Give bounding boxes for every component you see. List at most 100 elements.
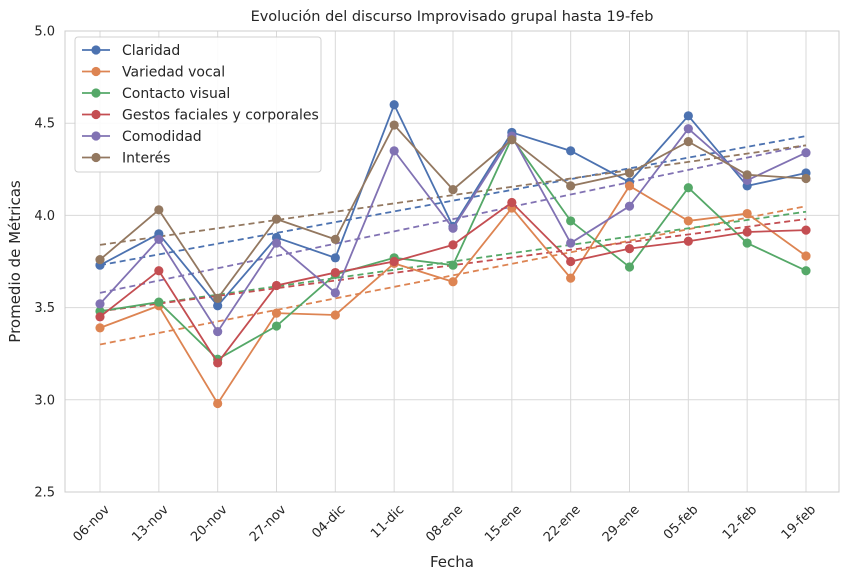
data-point <box>213 301 223 311</box>
trend-line <box>99 144 807 246</box>
data-point <box>742 238 752 248</box>
data-point <box>95 323 105 333</box>
data-point <box>271 321 282 331</box>
legend-marker <box>91 131 101 141</box>
legend-box <box>74 36 322 173</box>
data-point <box>624 243 635 254</box>
y-tick-label: 4.5 <box>34 117 55 132</box>
data-point <box>624 201 635 211</box>
data-point <box>624 262 635 272</box>
legend-label: Variedad vocal <box>122 65 225 81</box>
trend-line <box>99 144 807 294</box>
data-point <box>95 255 105 265</box>
y-tick-label: 2.5 <box>34 486 55 501</box>
x-tick-label: 11-dic <box>368 502 407 541</box>
data-point <box>683 183 693 193</box>
legend-marker <box>91 88 101 98</box>
data-point <box>154 266 164 276</box>
y-axis-label: Promedio de Métricas <box>6 180 24 343</box>
x-tick-label: 12-feb <box>720 502 760 542</box>
legend-marker <box>91 45 101 55</box>
series-lines <box>95 100 811 409</box>
data-point <box>801 251 811 261</box>
data-point <box>213 358 223 368</box>
data-point <box>742 208 752 219</box>
data-point <box>389 100 399 110</box>
legend-marker <box>91 66 101 77</box>
data-point <box>566 216 576 226</box>
data-point <box>624 181 635 191</box>
data-point <box>154 234 164 244</box>
data-point <box>213 326 223 337</box>
data-point <box>742 227 752 237</box>
data-point <box>507 135 517 145</box>
x-tick-label: 06-nov <box>71 502 114 545</box>
data-point <box>389 120 399 130</box>
data-point <box>801 173 811 184</box>
data-point <box>742 170 752 180</box>
legend-label: Comodidad <box>122 129 202 145</box>
data-point <box>389 256 399 267</box>
legend: Claridad Variedad vocal Contacto visual Ges… <box>74 36 322 173</box>
data-point <box>330 234 340 244</box>
data-point <box>154 297 164 307</box>
x-tick-label: 08-ene <box>423 502 466 545</box>
legend-label: Interés <box>122 151 170 167</box>
data-point <box>507 197 517 208</box>
data-point <box>683 124 693 134</box>
x-tick-label: 20-nov <box>188 502 231 545</box>
legend-label: Gestos faciales y corporales <box>122 108 319 124</box>
x-tick-label: 15-ene <box>482 502 525 545</box>
data-point <box>330 253 340 263</box>
data-point <box>566 181 576 191</box>
legend-marker <box>91 109 101 120</box>
legend-marker <box>91 152 101 163</box>
data-point <box>213 398 223 409</box>
x-tick-label: 27-nov <box>247 502 290 545</box>
trend-line <box>99 210 807 313</box>
data-point <box>389 146 399 156</box>
data-point <box>330 310 340 320</box>
legend-label: Claridad <box>122 43 180 59</box>
data-point <box>801 148 811 158</box>
data-point <box>801 266 811 276</box>
data-point <box>448 277 458 287</box>
x-tick-label: 05-feb <box>661 502 701 542</box>
x-tick-labels: 06-nov 13-nov 20-nov 27-nov 04-dic 11-dic 08-e… <box>71 502 820 545</box>
data-point <box>566 146 576 156</box>
data-point <box>271 238 282 248</box>
y-tick-labels: 2.5 3.0 3.5 4.0 4.5 5.0 <box>34 25 55 501</box>
data-point <box>566 256 576 267</box>
y-tick-label: 4.0 <box>34 209 55 224</box>
data-point <box>271 214 282 224</box>
data-point <box>271 280 282 291</box>
x-tick-label: 13-nov <box>129 502 172 545</box>
data-point <box>448 223 458 233</box>
data-point <box>95 312 105 322</box>
x-tick-label: 29-ene <box>600 502 643 545</box>
data-point <box>330 288 340 298</box>
x-tick-label: 22-ene <box>541 502 584 545</box>
y-tick-label: 3.5 <box>34 301 55 316</box>
chart-title: Evolución del discurso Improvisado grupa… <box>251 9 654 25</box>
data-point <box>801 225 811 235</box>
x-tick-label: 04-dic <box>309 502 348 541</box>
data-point <box>330 267 340 278</box>
x-axis-label: Fecha <box>430 553 474 571</box>
data-point <box>566 273 576 283</box>
data-point <box>683 216 693 226</box>
data-point <box>448 184 458 195</box>
data-point <box>683 111 693 121</box>
data-point <box>566 238 576 248</box>
legend-label: Contacto visual <box>122 86 230 102</box>
y-tick-label: 3.0 <box>34 393 55 408</box>
data-point <box>213 293 223 303</box>
data-point <box>683 137 693 147</box>
data-point <box>95 299 105 309</box>
plot-frame <box>64 30 840 493</box>
y-tick-label: 5.0 <box>34 25 55 40</box>
data-point <box>271 308 282 318</box>
data-point <box>448 260 458 270</box>
data-point <box>154 205 164 215</box>
